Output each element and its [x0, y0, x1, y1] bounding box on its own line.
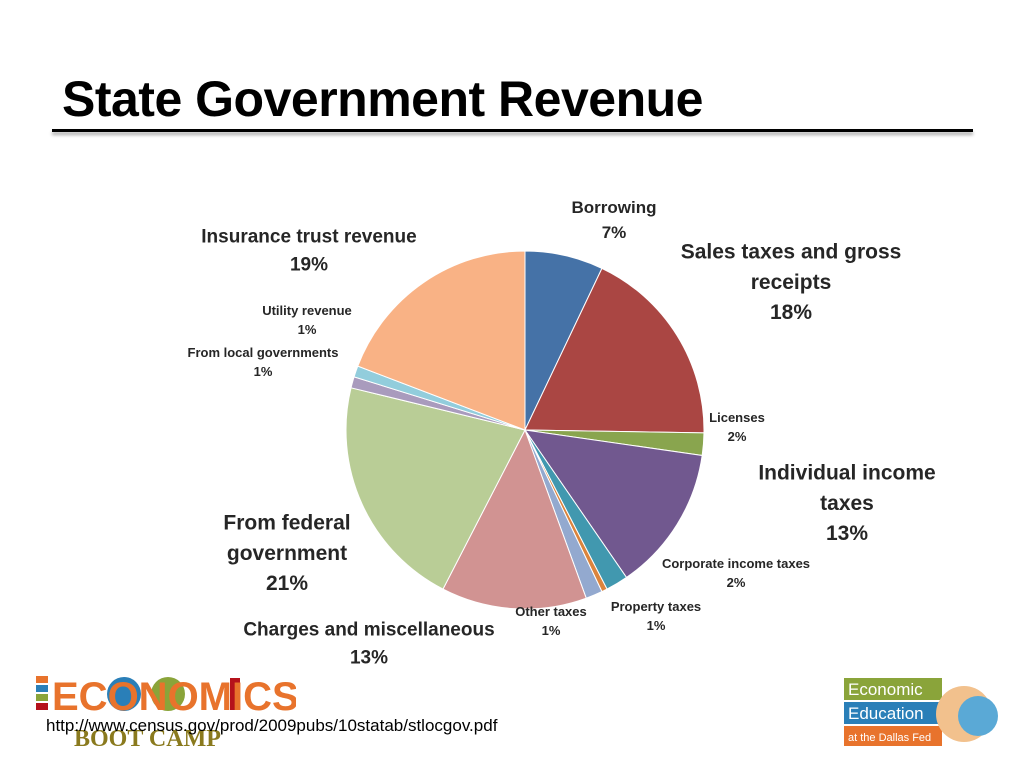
pie-percent-individual-income-taxes: 13% [826, 522, 868, 545]
economic-education-dallas-fed-logo: Economic Education at the Dallas Fed [844, 678, 998, 746]
economics-boot-camp-logo: ECONOMICS BOOT CAMP [36, 675, 296, 752]
pie-label-other-taxes: Other taxes 1% [515, 604, 587, 638]
pie-percent-licenses: 2% [728, 429, 747, 444]
logo-right-line1: Economic [848, 680, 923, 699]
pie-label-utility-revenue: Utility revenue 1% [262, 303, 352, 337]
pie-label-corporate-income-taxes: Corporate income taxes 2% [662, 556, 810, 590]
pie-label-insurance-trust-revenue: Insurance trust revenue 19% [201, 227, 416, 276]
pie-label-sales-taxes-and-gross-receipts: Sales taxes and gross receipts 18% [681, 240, 902, 324]
logo-right-line2: Education [848, 704, 924, 723]
pie-slice-sales-taxes-and-gross-receipts [524, 267, 705, 434]
pie-label-borrowing: Borrowing 7% [572, 198, 657, 242]
pie-percent-property-taxes: 1% [647, 618, 666, 633]
pie-percent-corporate-income-taxes: 2% [727, 575, 746, 590]
pie-percent-from-federal-government: 21% [266, 572, 308, 595]
pie-slices [345, 250, 705, 610]
pie-slice-charges-and-miscellaneous [442, 428, 587, 610]
logo-left-bottom-text: BOOT CAMP [74, 726, 221, 752]
pie-labels: Borrowing 7% Sales taxes and gross receipts… [188, 198, 936, 668]
pie-percent-from-local-governments: 1% [254, 364, 273, 379]
pie-label-licenses: Licenses 2% [709, 410, 765, 444]
source-link[interactable]: http://www.census.gov/prod/2009pubs/10st… [46, 716, 498, 735]
logo-right-line3: at the Dallas Fed [848, 732, 931, 744]
pie-label-individual-income-taxes: Individual income taxes 13% [758, 461, 935, 545]
pie-percent-insurance-trust-revenue: 19% [290, 254, 328, 275]
pie-percent-utility-revenue: 1% [298, 322, 317, 337]
pie-percent-sales-taxes-and-gross-receipts: 18% [770, 301, 812, 324]
slide-title: State Government Revenue [62, 71, 703, 127]
logo-left-top-text: ECONOMICS [52, 675, 296, 719]
pie-slice-individual-income-taxes [523, 429, 703, 579]
pie-percent-other-taxes: 1% [542, 623, 561, 638]
title-rule [52, 129, 973, 132]
pie-slice-insurance-trust-revenue [357, 250, 526, 431]
pie-label-property-taxes: Property taxes 1% [611, 599, 701, 633]
pie-slice-from-federal-government [345, 387, 526, 590]
pie-label-from-federal-government: From federal government 21% [223, 511, 350, 595]
pie-percent-charges-and-miscellaneous: 13% [350, 647, 388, 668]
pie-percent-borrowing: 7% [602, 223, 627, 242]
pie-label-from-local-governments: From local governments 1% [188, 345, 339, 379]
pie-label-charges-and-miscellaneous: Charges and miscellaneous 13% [243, 620, 494, 669]
